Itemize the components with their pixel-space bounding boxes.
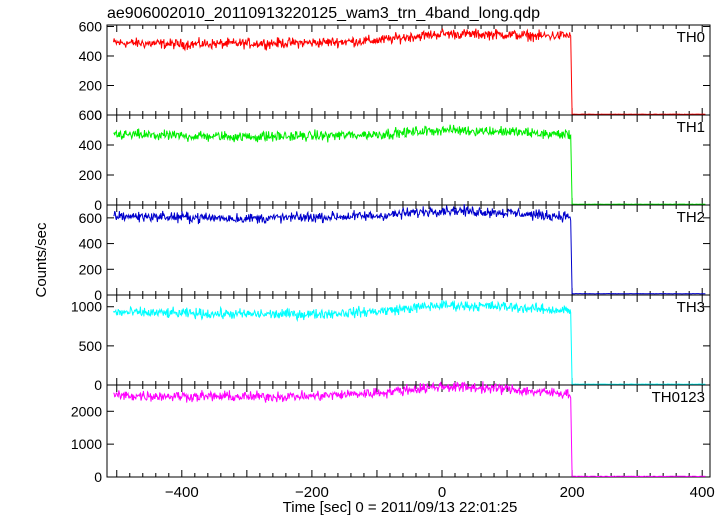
panel-th1: 0 200 400 600 TH1 [79, 107, 711, 213]
series-name: TH2 [677, 209, 705, 226]
y-tick-label: 2000 [71, 403, 102, 419]
panel-frame [106, 114, 711, 206]
y-tick-label: 0 [94, 377, 102, 393]
y-tick-label: 400 [79, 48, 103, 64]
y-tick-label: 0 [94, 469, 102, 485]
y-tick-label: 1000 [71, 436, 102, 452]
series-line-th1 [113, 124, 706, 205]
series-name: TH0 [677, 29, 705, 46]
y-tick-label: 400 [79, 236, 103, 252]
series-name: TH0123 [652, 389, 705, 406]
panel-th3: 0 500 1000 TH3 [71, 294, 711, 393]
chart-title: ae906002010_20110913220125_wam3_trn_4ban… [107, 5, 540, 22]
panel-th0123: 0 1000 2000 TH0123 −400 −200 0 200 400 [71, 381, 715, 501]
series-line-th2 [113, 204, 706, 295]
y-tick-label: 1000 [71, 299, 102, 315]
panel-frame [106, 384, 711, 478]
x-axis-label: Time [sec] 0 = 2011/09/13 22:01:25 [283, 499, 518, 516]
y-tick-label: 200 [79, 261, 103, 277]
series-line-th0123 [113, 381, 706, 478]
y-tick-label: 500 [79, 338, 103, 354]
series-name: TH3 [677, 299, 705, 316]
x-tick-label: −400 [165, 484, 199, 501]
y-tick-label: 200 [79, 167, 103, 183]
y-tick-label: 0 [94, 107, 102, 123]
y-tick-label: 600 [79, 18, 103, 34]
series-line-th0 [113, 27, 706, 116]
y-axis-label: Counts/sec [33, 222, 50, 298]
y-tick-label: 0 [94, 197, 102, 213]
panel-th2: 0 200 400 600 TH2 [79, 204, 711, 303]
y-tick-label: 600 [79, 107, 103, 123]
y-tick-label: 600 [79, 210, 103, 226]
x-tick-label: 200 [560, 484, 585, 501]
panel-th0: 0 200 400 600 TH0 [79, 18, 711, 123]
series-name: TH1 [677, 119, 705, 136]
series-line-th3 [113, 299, 706, 385]
x-tick-label: −200 [295, 484, 329, 501]
x-tick-label: 0 [438, 484, 446, 501]
y-tick-label: 400 [79, 137, 103, 153]
x-tick-label: 400 [690, 484, 715, 501]
y-tick-label: 0 [94, 287, 102, 303]
y-tick-label: 200 [79, 77, 103, 93]
